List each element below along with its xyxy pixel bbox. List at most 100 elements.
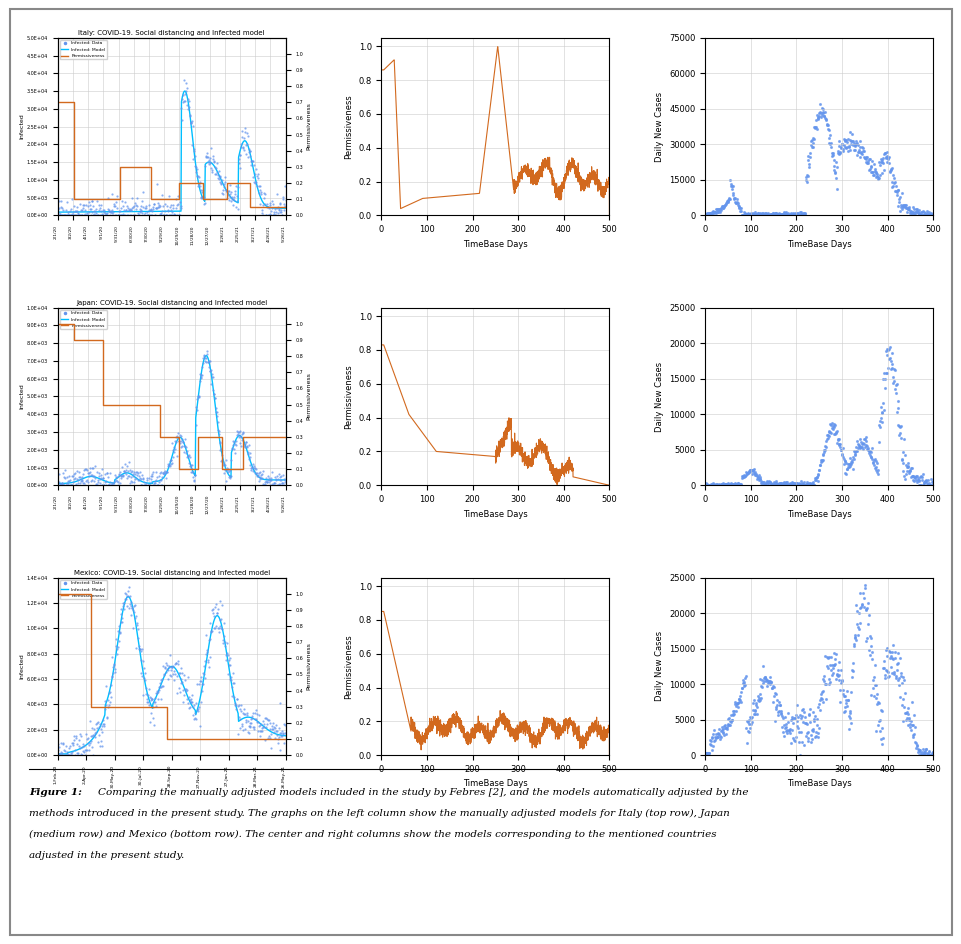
Infected: Data: (412, 2.25e+03): Data: (412, 2.25e+03) xyxy=(246,719,261,734)
Point xyxy=(798,172,813,187)
Point xyxy=(903,695,919,710)
Point xyxy=(743,710,758,725)
Point xyxy=(774,708,789,723)
Point xyxy=(797,478,812,493)
Infected: Data: (228, 7.25e+03): Data: (228, 7.25e+03) xyxy=(159,656,174,671)
Infected: Data: (51, 183): Data: (51, 183) xyxy=(74,207,89,222)
Line: Permissiveness: Permissiveness xyxy=(58,594,285,739)
Infected: Data: (450, 2.07e+03): Data: (450, 2.07e+03) xyxy=(264,721,280,736)
Point xyxy=(873,411,888,426)
Point xyxy=(723,714,738,729)
Point xyxy=(728,478,744,493)
Infected: Data: (137, 503): Data: (137, 503) xyxy=(115,469,131,484)
Infected: Model: (0, 101): Model: (0, 101) xyxy=(52,478,63,489)
Point xyxy=(711,478,727,493)
Infected: Data: (183, 0): Data: (183, 0) xyxy=(137,478,153,493)
Infected: Data: (189, 0): Data: (189, 0) xyxy=(140,478,156,493)
Infected: Data: (205, 0): Data: (205, 0) xyxy=(147,208,162,223)
Infected: Data: (265, 2.23e+03): Data: (265, 2.23e+03) xyxy=(176,438,191,453)
Infected: Data: (257, 5.01e+03): Data: (257, 5.01e+03) xyxy=(172,684,187,700)
Point xyxy=(727,695,742,710)
Infected: Data: (415, 694): Data: (415, 694) xyxy=(247,465,262,480)
Point xyxy=(743,716,758,732)
Infected: Data: (66, 823): Data: (66, 823) xyxy=(82,205,97,220)
Infected: Data: (168, 669): Data: (168, 669) xyxy=(130,465,145,480)
Point xyxy=(863,449,878,464)
Infected: Data: (478, 2.4e+03): Data: (478, 2.4e+03) xyxy=(277,717,292,733)
Y-axis label: Daily New Cases: Daily New Cases xyxy=(653,362,663,431)
Point xyxy=(769,207,784,222)
Infected: Model: (269, 4.98e+03): Model: (269, 4.98e+03) xyxy=(180,686,191,698)
Point xyxy=(885,167,900,182)
Infected: Data: (418, 665): Data: (418, 665) xyxy=(249,466,264,481)
Infected: Data: (408, 3.09e+03): Data: (408, 3.09e+03) xyxy=(244,709,259,724)
Infected: Data: (24, 0): Data: (24, 0) xyxy=(62,748,77,763)
Infected: Model: (149, 684): Model: (149, 684) xyxy=(123,467,135,479)
Point xyxy=(892,419,907,434)
Point xyxy=(789,205,804,220)
Point xyxy=(869,166,884,181)
Infected: Data: (225, 6.85e+03): Data: (225, 6.85e+03) xyxy=(157,661,172,676)
Infected: Data: (289, 559): Data: (289, 559) xyxy=(187,468,203,483)
Point xyxy=(883,179,899,194)
Infected: Data: (256, 6.46e+03): Data: (256, 6.46e+03) xyxy=(172,666,187,681)
Infected: Data: (427, 409): Data: (427, 409) xyxy=(253,470,268,485)
Infected: Data: (63, 950): Data: (63, 950) xyxy=(80,735,95,750)
Permissiveness xyxy=(220,733,232,745)
Point xyxy=(860,443,875,458)
Infected: Data: (305, 5.6e+03): Data: (305, 5.6e+03) xyxy=(195,677,210,692)
Point xyxy=(856,150,872,165)
Infected: Data: (229, 2.51e+03): Data: (229, 2.51e+03) xyxy=(159,199,174,214)
Point xyxy=(869,455,884,470)
Infected: Data: (316, 7.38e+03): Data: (316, 7.38e+03) xyxy=(200,654,215,669)
Infected: Data: (137, 1.18e+04): Data: (137, 1.18e+04) xyxy=(115,598,131,614)
Infected: Data: (162, 651): Data: (162, 651) xyxy=(127,466,142,481)
Point xyxy=(859,631,875,646)
Point xyxy=(906,205,922,220)
Point xyxy=(779,706,795,721)
Infected: Data: (79, 436): Data: (79, 436) xyxy=(87,470,103,485)
Point xyxy=(855,150,871,165)
Point xyxy=(737,206,752,221)
Point xyxy=(705,478,721,493)
Point xyxy=(909,206,924,221)
Point xyxy=(813,110,828,125)
Point xyxy=(881,650,897,666)
Point xyxy=(775,476,790,491)
Point xyxy=(907,468,923,483)
Infected: Data: (368, 4.69e+03): Data: (368, 4.69e+03) xyxy=(225,191,240,206)
Infected: Data: (201, 2.23e+03): Data: (201, 2.23e+03) xyxy=(145,200,160,215)
Point xyxy=(765,207,780,222)
Point xyxy=(786,711,801,726)
Point xyxy=(741,724,756,739)
Infected: Data: (408, 1e+03): Data: (408, 1e+03) xyxy=(244,460,259,475)
Infected: Data: (128, 625): Data: (128, 625) xyxy=(111,466,126,481)
Infected: Data: (161, 1.18e+04): Data: (161, 1.18e+04) xyxy=(127,598,142,614)
Infected: Data: (72, 901): Data: (72, 901) xyxy=(85,205,100,220)
Point xyxy=(824,415,839,430)
Point xyxy=(823,417,838,432)
Point xyxy=(762,208,777,223)
Point xyxy=(717,476,732,491)
Infected: Data: (31, 272): Data: (31, 272) xyxy=(64,744,80,759)
Infected: Data: (469, 1.78e+03): Data: (469, 1.78e+03) xyxy=(273,725,288,740)
Infected: Data: (354, 7.52e+03): Data: (354, 7.52e+03) xyxy=(218,652,234,667)
Point xyxy=(771,694,786,709)
Point xyxy=(847,628,862,643)
Point xyxy=(775,206,790,221)
Infected: Data: (16, 844): Data: (16, 844) xyxy=(58,463,73,478)
Point xyxy=(871,417,886,432)
Point xyxy=(861,162,876,177)
Point xyxy=(879,361,895,376)
Point xyxy=(862,687,877,702)
Point xyxy=(763,475,778,490)
Point xyxy=(916,744,931,759)
Infected: Data: (126, 0): Data: (126, 0) xyxy=(110,478,125,493)
Point xyxy=(872,413,887,429)
Infected: Model: (436, 319): Model: (436, 319) xyxy=(259,474,271,485)
Infected: Data: (123, 450): Data: (123, 450) xyxy=(109,470,124,485)
Point xyxy=(745,207,760,222)
Infected: Data: (161, 2.64e+03): Data: (161, 2.64e+03) xyxy=(127,198,142,213)
Point xyxy=(707,726,723,741)
Point xyxy=(818,659,833,674)
